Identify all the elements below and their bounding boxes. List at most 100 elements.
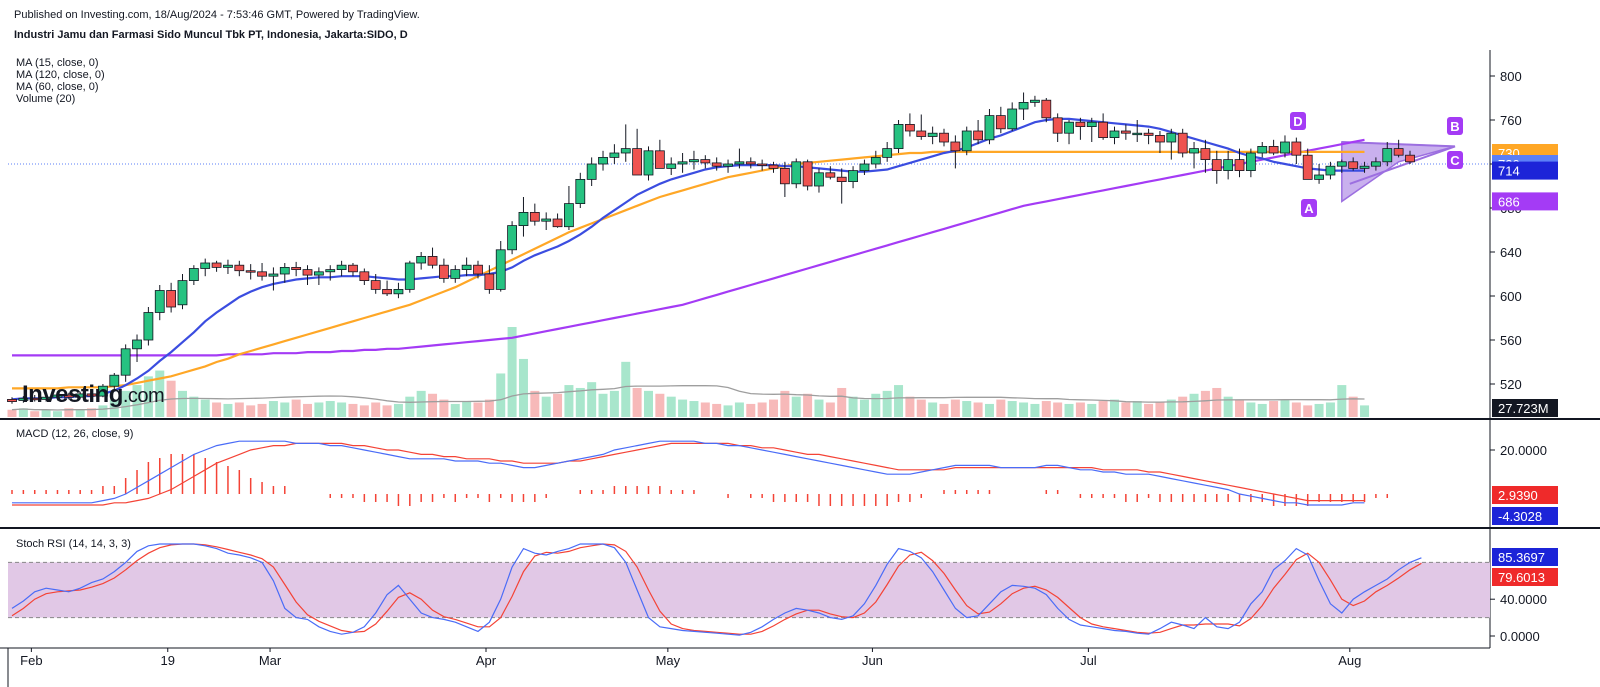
candle-body [188, 268, 199, 282]
candle-body [1393, 148, 1404, 156]
volume-bar [200, 399, 210, 417]
published-note: Published on Investing.com, 18/Aug/2024 … [14, 9, 420, 21]
macd-pane: 20.0000 [11, 440, 1547, 506]
candle-body [1155, 134, 1165, 143]
volume-bar [1212, 387, 1222, 417]
candle-body [734, 161, 745, 165]
volume-bar [234, 402, 244, 417]
candle-body [1223, 159, 1234, 172]
volume-bar [337, 402, 347, 417]
pattern-label-box [1447, 151, 1463, 169]
volume-bar [450, 403, 460, 417]
volume-bar [769, 399, 779, 417]
volume-bar [87, 408, 97, 417]
volume-bar [871, 393, 881, 417]
volume-bar [598, 393, 608, 417]
volume-bar [1064, 403, 1074, 417]
candle-body [404, 262, 415, 290]
stoch-d-label-box [1492, 568, 1558, 586]
candle-body [1359, 165, 1370, 169]
candle-body [200, 262, 211, 269]
candle-body [52, 394, 63, 398]
volume-bar [30, 411, 40, 417]
candle-body [927, 132, 938, 137]
volume-bar [1200, 390, 1210, 417]
legend-ma15[interactable]: MA (15, close, 0) [16, 57, 99, 69]
stoch-k-line [11, 543, 1422, 636]
candle-body [313, 271, 324, 276]
candle-body [18, 397, 29, 401]
candle-body [1291, 141, 1302, 156]
volume-bar [939, 403, 949, 417]
macd-tick-label: 20.0000 [1500, 443, 1547, 458]
candle-body [1189, 148, 1199, 154]
volume-bar [553, 393, 563, 417]
volume-bar [439, 399, 449, 417]
volume-bar [973, 402, 983, 417]
price-tick-label: 600 [1500, 289, 1522, 304]
candle-body [7, 398, 17, 402]
candle-body [1405, 154, 1415, 163]
legend-ma60[interactable]: MA (60, close, 0) [16, 81, 99, 93]
stoch-d-label: 79.6013 [1498, 570, 1545, 585]
price-tick-label: 640 [1500, 245, 1522, 260]
candle-body [1280, 141, 1290, 154]
volume-bar [1178, 396, 1188, 417]
volume-bar [666, 396, 676, 417]
stoch-k-label-box [1492, 548, 1558, 566]
volume-bar [1235, 399, 1245, 417]
volume-bar [18, 408, 28, 417]
legend-ma120[interactable]: MA (120, close, 0) [16, 69, 105, 81]
candle-body [666, 163, 677, 169]
volume-bar [1337, 385, 1347, 417]
candle-body [723, 163, 733, 167]
instrument-title: Industri Jamu dan Farmasi Sido Muncul Tb… [14, 29, 408, 41]
pattern-label: B [1450, 119, 1459, 134]
volume-bar [1223, 396, 1233, 417]
candle-body [529, 211, 540, 222]
volume-bar [75, 409, 85, 417]
pattern-label: D [1293, 114, 1302, 129]
volume-bar [1325, 402, 1335, 417]
volume-bar [1132, 401, 1142, 417]
candle-body [461, 264, 472, 271]
volume-bar [246, 405, 256, 417]
volume-bar [64, 408, 74, 417]
volume-bar [155, 370, 165, 417]
candle-body [882, 148, 893, 158]
volume-bar [1041, 401, 1051, 417]
candle-body [427, 255, 438, 266]
candle-body [245, 270, 256, 273]
volume-bar [575, 387, 585, 417]
volume-bar [359, 405, 369, 417]
legend-stoch-rsi[interactable]: Stoch RSI (14, 14, 3, 3) [16, 538, 131, 550]
volume-bar [621, 361, 631, 417]
candle-body [1052, 117, 1063, 134]
candle-body [393, 288, 404, 295]
candle-body [1234, 159, 1245, 172]
volume-bar [678, 399, 688, 417]
time-tick-label: Mar [259, 653, 282, 668]
candle-body [939, 132, 949, 143]
volume-bar [1360, 405, 1370, 417]
volume-bar [894, 385, 904, 417]
volume-bar [700, 402, 710, 417]
volume-bar [98, 405, 108, 417]
legend-volume[interactable]: Volume (20) [16, 93, 76, 105]
candle-body [370, 280, 381, 290]
volume-bar [655, 393, 665, 417]
candle-body [859, 163, 870, 171]
volume-bar [121, 390, 131, 417]
price-label: 714 [1498, 164, 1520, 179]
stoch-band [8, 562, 1490, 618]
volume-bar [1303, 405, 1313, 417]
candle-body [632, 148, 643, 176]
volume-bar [212, 402, 222, 417]
candle-body [1132, 132, 1143, 136]
macd-signal-line [12, 442, 1365, 506]
legend-macd[interactable]: MACD (12, 26, close, 9) [16, 428, 134, 440]
candle-body [177, 280, 188, 306]
candle-body [893, 124, 904, 150]
candle-body [473, 264, 483, 275]
